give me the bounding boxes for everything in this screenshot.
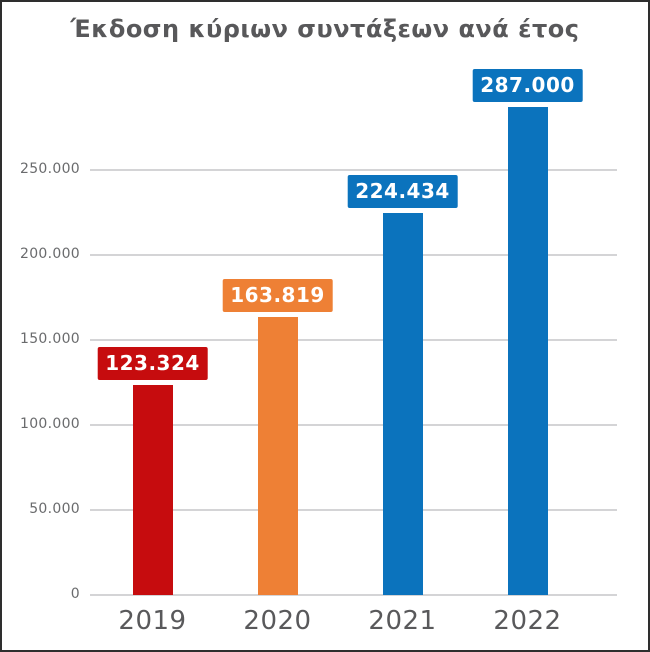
data-label-2022: 287.000 xyxy=(472,69,583,103)
y-axis-tick-label: 100.000 xyxy=(20,416,80,432)
y-axis-tick-label: 150.000 xyxy=(20,331,80,347)
bar-2019 xyxy=(132,385,173,595)
data-label-2021: 224.434 xyxy=(347,175,458,209)
y-axis-tick-label: 50.000 xyxy=(29,501,80,517)
gridline-y-100000 xyxy=(90,424,617,426)
gridline-y-200000 xyxy=(90,254,617,256)
x-axis-tick-label-2021: 2021 xyxy=(368,606,437,636)
bar-2021 xyxy=(382,213,423,595)
y-axis-tick-label: 0 xyxy=(70,586,80,602)
data-label-2019: 123.324 xyxy=(97,347,208,381)
y-axis-tick-label: 250.000 xyxy=(20,161,80,177)
x-axis-tick-label-2022: 2022 xyxy=(493,606,562,636)
y-axis-tick-label: 200.000 xyxy=(20,246,80,262)
bar-2022 xyxy=(507,107,548,595)
bar-2020 xyxy=(257,316,298,595)
gridline-y-50000 xyxy=(90,509,617,511)
gridline-y-0 xyxy=(90,594,617,596)
x-axis-tick-label-2019: 2019 xyxy=(118,606,187,636)
data-label-2020: 163.819 xyxy=(222,278,333,312)
chart-title: Έκδοση κύριων συντάξεων ανά έτος xyxy=(70,15,580,43)
x-axis-tick-label-2020: 2020 xyxy=(243,606,312,636)
gridline-y-250000 xyxy=(90,169,617,171)
gridline-y-150000 xyxy=(90,339,617,341)
